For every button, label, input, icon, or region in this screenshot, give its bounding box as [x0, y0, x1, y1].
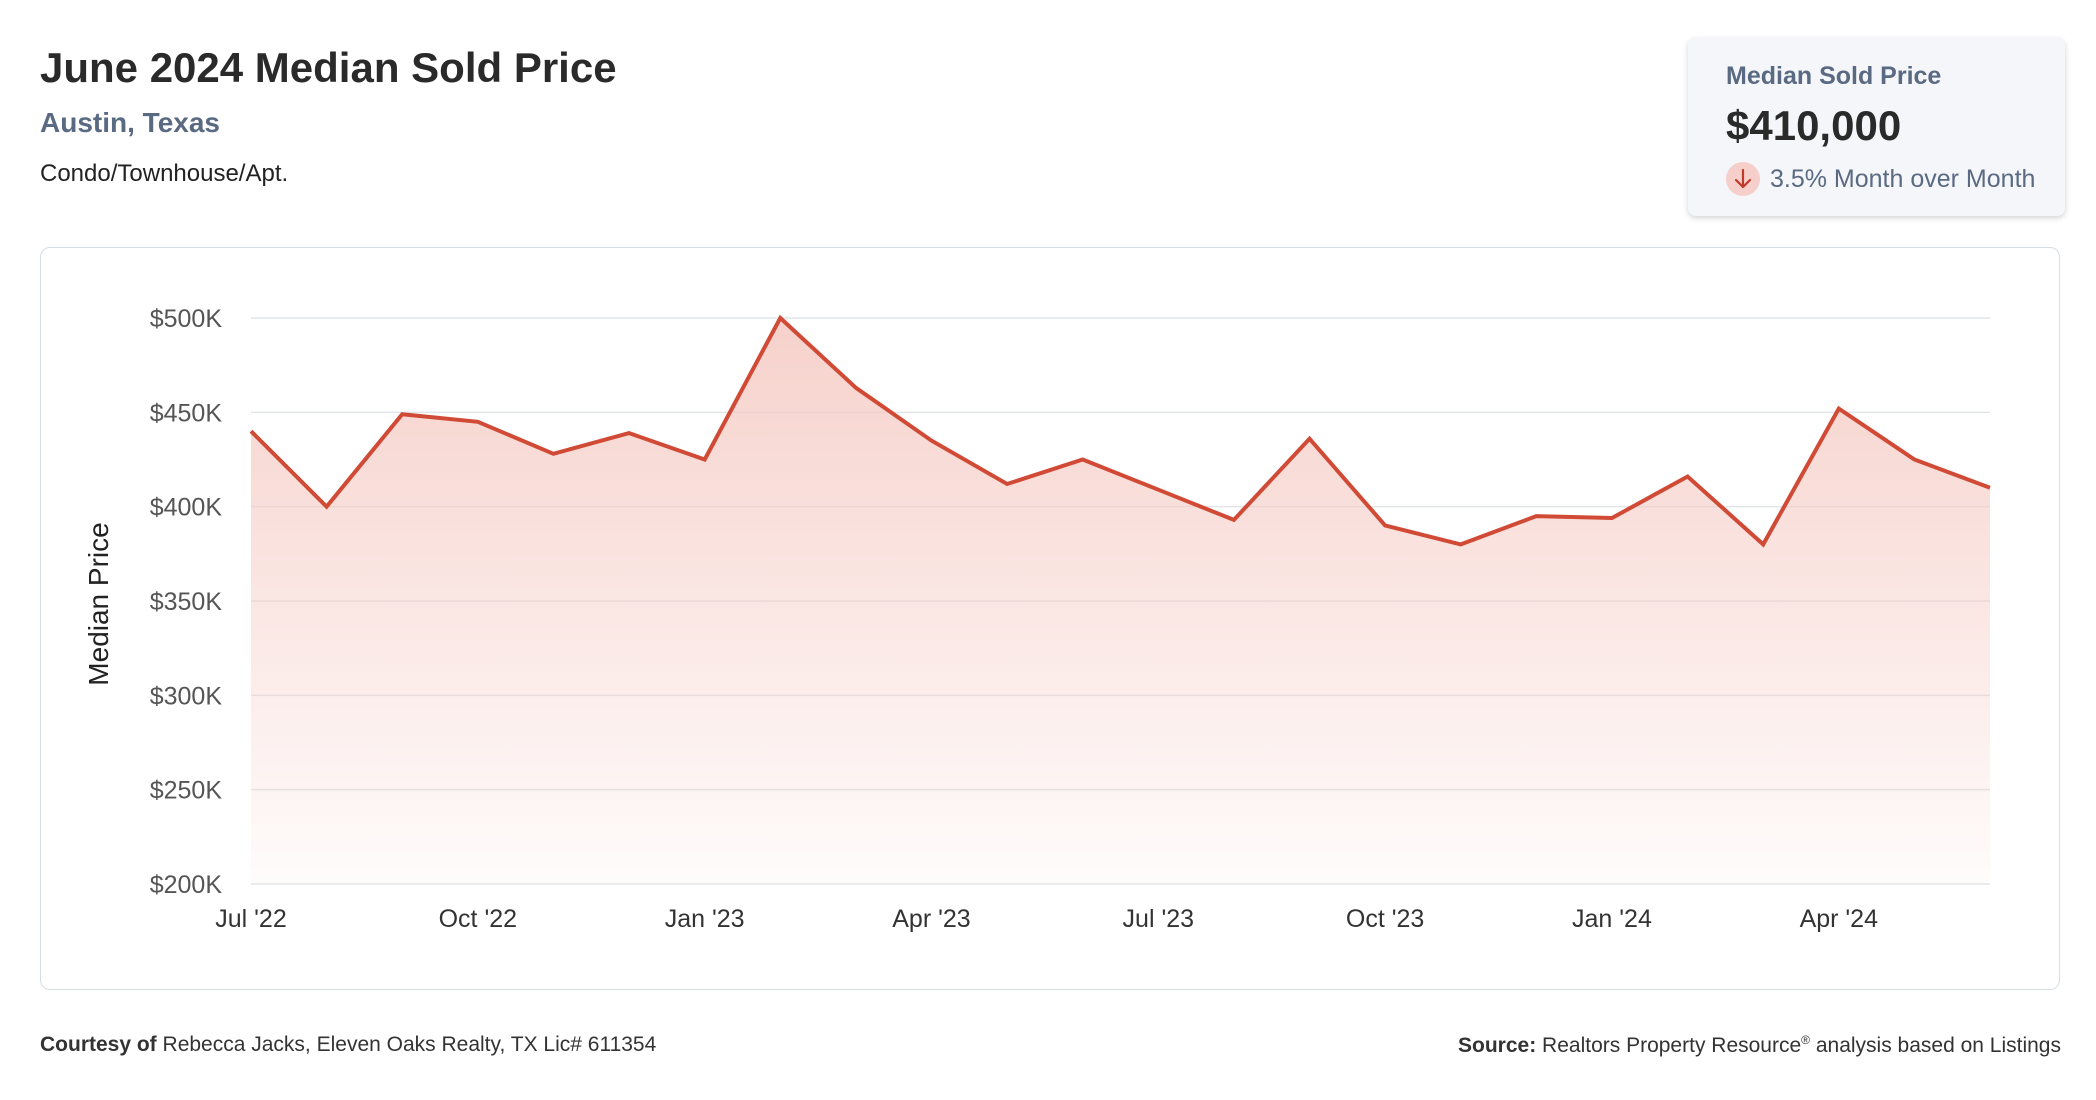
price-area-fill	[251, 318, 1990, 884]
property-category: Condo/Townhouse/Apt.	[40, 160, 289, 187]
data-point[interactable]	[1757, 538, 1769, 550]
kpi-card: Median Sold Price $410,000 3.5% Month ov…	[1688, 38, 2065, 216]
x-tick-label: Jul '23	[1123, 905, 1194, 933]
data-point[interactable]	[321, 501, 333, 513]
y-tick-label: $450K	[150, 399, 223, 427]
footer-source: Source: Realtors Property Resource® anal…	[1458, 1033, 2061, 1058]
courtesy-text: Rebecca Jacks, Eleven Oaks Realty, TX Li…	[162, 1033, 657, 1056]
source-text: Realtors Property Resource	[1542, 1034, 1802, 1057]
data-point[interactable]	[1152, 484, 1164, 496]
chart-panel	[40, 247, 2060, 990]
y-tick-label: $350K	[150, 588, 223, 616]
y-tick-label: $500K	[150, 305, 223, 333]
data-point[interactable]	[699, 454, 711, 466]
data-point[interactable]	[1455, 538, 1467, 550]
source-label: Source:	[1458, 1034, 1537, 1057]
data-point[interactable]	[1606, 512, 1618, 524]
data-point[interactable]	[1379, 520, 1391, 532]
y-tick-label: $200K	[150, 871, 223, 899]
data-point[interactable]	[472, 416, 484, 428]
data-point[interactable]	[623, 427, 635, 439]
data-point[interactable]	[1228, 514, 1240, 526]
data-point[interactable]	[547, 448, 559, 460]
x-tick-label: Apr '24	[1800, 905, 1879, 933]
kpi-change-text: 3.5% Month over Month	[1770, 164, 2036, 193]
y-tick-label: $300K	[150, 682, 223, 710]
data-point[interactable]	[245, 425, 257, 437]
x-tick-label: Apr '23	[892, 905, 970, 933]
x-tick-label: Oct '22	[439, 905, 517, 933]
x-tick-label: Jul '22	[215, 905, 286, 933]
x-tick-label: Jan '24	[1572, 905, 1652, 933]
data-point[interactable]	[396, 408, 408, 420]
kpi-label: Median Sold Price	[1726, 62, 1942, 90]
x-tick-label: Oct '23	[1346, 905, 1424, 933]
x-tick-label: Jan '23	[665, 905, 745, 933]
data-point[interactable]	[1304, 433, 1316, 445]
courtesy-label: Courtesy of	[40, 1033, 157, 1056]
data-point[interactable]	[1908, 454, 1920, 466]
page-title: June 2024 Median Sold Price	[40, 44, 617, 91]
data-point[interactable]	[1530, 510, 1542, 522]
kpi-change: 3.5% Month over Month	[1726, 162, 2035, 196]
y-tick-label: $400K	[150, 494, 223, 522]
data-point[interactable]	[1077, 454, 1089, 466]
data-point[interactable]	[925, 435, 937, 447]
footer-courtesy: Courtesy of Rebecca Jacks, Eleven Oaks R…	[40, 1033, 656, 1057]
location-subtitle: Austin, Texas	[40, 107, 220, 138]
source-text-suffix: analysis based on Listings	[1810, 1034, 2061, 1057]
data-point[interactable]	[1001, 478, 1013, 490]
price-series-line	[249, 314, 1991, 548]
y-tick-label: $250K	[150, 777, 223, 805]
data-point[interactable]	[1833, 403, 1845, 415]
kpi-value: $410,000	[1726, 102, 1902, 149]
data-point[interactable]	[1984, 482, 1996, 494]
data-point[interactable]	[774, 312, 786, 324]
y-axis-label: Median Price	[83, 522, 114, 685]
registered-mark: ®	[1801, 1033, 1810, 1047]
data-point[interactable]	[1682, 470, 1694, 482]
data-point[interactable]	[850, 382, 862, 394]
arrow-down-icon	[1726, 162, 1760, 196]
